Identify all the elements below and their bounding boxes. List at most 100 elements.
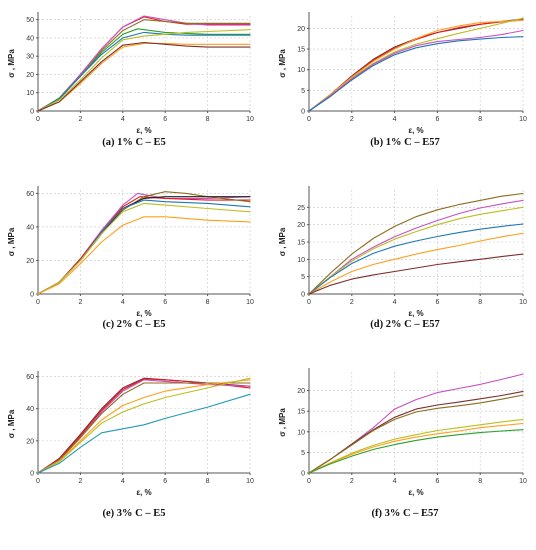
- series-line-f-6: [308, 429, 524, 474]
- x-tick-label: 2: [350, 116, 354, 123]
- x-tick-label: 10: [519, 116, 527, 123]
- y-tick-label: 20: [26, 438, 34, 445]
- y-tick-label: 60: [26, 374, 34, 381]
- x-tick-label: 8: [206, 299, 210, 306]
- x-tick-label: 4: [121, 299, 125, 306]
- x-tick-label: 8: [206, 116, 210, 123]
- y-axis-title: σ , MPa: [7, 227, 16, 256]
- series-line-f-3: [308, 394, 524, 474]
- series-line-b-3: [308, 19, 524, 112]
- x-tick-label: 6: [163, 116, 167, 123]
- series-line-d-6: [308, 253, 524, 295]
- x-tick-label: 2: [350, 478, 354, 485]
- y-tick-label: 20: [297, 222, 305, 229]
- x-tick-label: 8: [478, 478, 482, 485]
- grid-c: [38, 190, 251, 294]
- x-tick-label: 4: [121, 116, 125, 123]
- y-tick-label: 60: [26, 191, 34, 198]
- chart-panel-e: 0 2 4 6 8 10 0 20 40 60 ε, % σ , MPa (e) 3% C – E5: [7, 371, 254, 519]
- y-tick-label: 10: [26, 90, 34, 97]
- x-tick-label: 4: [393, 116, 397, 123]
- x-tick-label: 6: [435, 116, 439, 123]
- x-tick-label: 4: [121, 478, 125, 485]
- series-line-c-6: [37, 202, 251, 295]
- x-tick-label: 10: [519, 478, 527, 485]
- x-tick-label: 4: [393, 299, 397, 306]
- series-line-b-1: [308, 18, 524, 112]
- y-tick-label: 10: [297, 257, 305, 264]
- x-tick-label: 8: [478, 116, 482, 123]
- series-line-b-5: [308, 29, 524, 112]
- x-tick-label: 0: [307, 116, 311, 123]
- y-tick-label: 5: [301, 274, 305, 281]
- series-line-d-5: [308, 232, 524, 295]
- y-tick-label: 15: [297, 240, 305, 247]
- series-line-d-2: [308, 199, 524, 295]
- x-tick-label: 6: [435, 478, 439, 485]
- x-tick-label: 10: [246, 299, 254, 306]
- grid-f: [309, 372, 524, 473]
- series-line-a-8: [37, 41, 251, 112]
- x-tick-label: 2: [350, 299, 354, 306]
- series-line-f-4: [308, 418, 524, 474]
- y-tick-label: 20: [26, 72, 34, 79]
- panel-caption: (d) 2% C – E57: [370, 319, 439, 330]
- series-line-e-1: [37, 377, 251, 474]
- x-axis-title: ε, %: [136, 126, 151, 135]
- y-axis-title: σ , MPa: [278, 49, 287, 78]
- x-tick-label: 0: [36, 299, 40, 306]
- y-tick-label: 50: [26, 17, 34, 24]
- x-tick-label: 10: [246, 116, 254, 123]
- y-tick-label: 20: [26, 258, 34, 265]
- panel-caption: (e) 3% C – E5: [103, 508, 166, 519]
- x-axis-title: ε, %: [136, 309, 151, 318]
- y-tick-label: 0: [301, 109, 305, 116]
- y-tick-label: 0: [301, 292, 305, 299]
- y-tick-label: 25: [297, 205, 305, 212]
- y-tick-label: 20: [297, 26, 305, 33]
- series-line-b-4: [308, 17, 524, 112]
- y-tick-label: 20: [297, 388, 305, 395]
- y-tick-label: 0: [30, 109, 34, 116]
- x-tick-label: 0: [307, 478, 311, 485]
- y-axis-title: σ , MPa: [7, 49, 16, 78]
- series-line-e-7: [37, 393, 251, 474]
- series-line-c-3: [37, 191, 251, 295]
- y-axis-title: σ , MPa: [278, 227, 287, 256]
- x-tick-label: 2: [78, 299, 82, 306]
- series-line-a-4: [37, 28, 251, 112]
- chart-panel-f: 0 2 4 6 8 10 0 5 10 15 20 ε, % σ , MPa (f) 3% C – E57: [278, 368, 527, 519]
- series-line-e-5: [37, 379, 251, 474]
- series-line-c-5: [37, 199, 251, 295]
- y-tick-label: 30: [26, 54, 34, 61]
- x-tick-label: 2: [78, 116, 82, 123]
- x-axis-title: ε, %: [408, 309, 423, 318]
- y-axis-title: σ , MPa: [278, 408, 287, 437]
- chart-panel-c: 0 2 4 6 8 10 0 20 40 60 ε, % σ , MPa (c) 2% C – E5: [7, 186, 254, 330]
- x-tick-label: 0: [36, 478, 40, 485]
- series-line-b-6: [308, 36, 524, 112]
- y-tick-label: 10: [297, 429, 305, 436]
- y-tick-label: 0: [30, 471, 34, 478]
- series-line-e-6: [37, 377, 251, 474]
- series-line-e-4: [37, 382, 251, 474]
- series-line-c-4: [37, 196, 251, 295]
- panel-caption: (a) 1% C – E5: [102, 137, 166, 148]
- y-tick-label: 40: [26, 224, 34, 231]
- series-line-d-1: [308, 192, 524, 295]
- x-tick-label: 10: [519, 299, 527, 306]
- grid-e: [38, 375, 251, 473]
- y-tick-label: 40: [26, 35, 34, 42]
- y-tick-label: 40: [26, 406, 34, 413]
- x-tick-label: 6: [163, 299, 167, 306]
- y-tick-label: 5: [301, 450, 305, 457]
- grid-b: [309, 16, 524, 111]
- x-axis-title: ε, %: [136, 488, 151, 497]
- series-line-c-1: [37, 192, 251, 295]
- y-tick-label: 15: [297, 409, 305, 416]
- x-tick-label: 6: [163, 478, 167, 485]
- series-line-c-7: [37, 216, 251, 295]
- grid-a: [38, 16, 251, 111]
- series-line-a-5: [37, 31, 251, 112]
